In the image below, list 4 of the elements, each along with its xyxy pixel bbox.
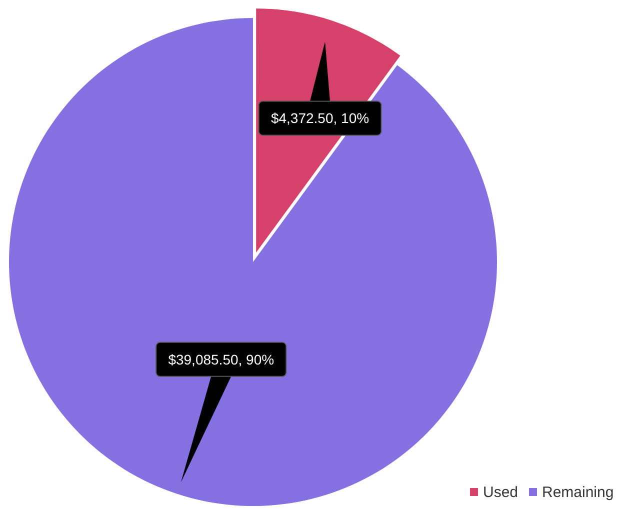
data-label: $4,372.50, 10% xyxy=(270,110,370,126)
data-label: $39,085.50, 90% xyxy=(168,351,274,368)
legend-label: Used xyxy=(483,484,518,501)
legend-label: Remaining xyxy=(542,484,614,501)
